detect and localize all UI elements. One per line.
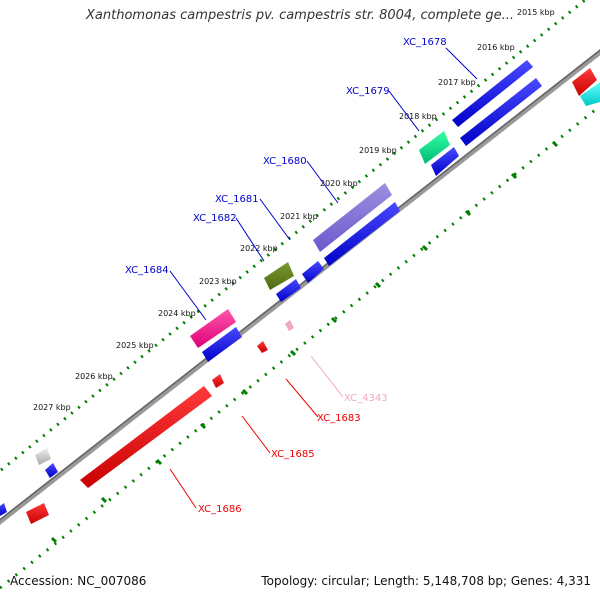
tick-2017: 2017 kbp bbox=[438, 78, 476, 87]
gene-XC_1679[interactable] bbox=[419, 131, 450, 164]
label-XC_1680[interactable]: XC_1680 bbox=[263, 156, 307, 167]
gene-XC_1679-b[interactable] bbox=[431, 147, 459, 176]
genome-title: Xanthomonas campestris pv. campestris st… bbox=[86, 8, 514, 23]
tick-2020: 2020 kbp bbox=[320, 179, 358, 188]
label-XC_1683[interactable]: XC_1683 bbox=[317, 413, 361, 424]
tick-labels: 2015 kbp 2016 kbp 2017 kbp 2018 kbp 2019… bbox=[33, 8, 555, 412]
gene-XC_1678-upper[interactable] bbox=[452, 60, 533, 127]
label-XC_1686[interactable]: XC_1686 bbox=[198, 504, 242, 515]
label-XC_1682[interactable]: XC_1682 bbox=[193, 213, 237, 224]
tick-2026: 2026 kbp bbox=[75, 372, 113, 381]
tick-2018: 2018 kbp bbox=[399, 112, 437, 121]
gene-edge-blue[interactable] bbox=[0, 503, 7, 516]
reverse-genes bbox=[26, 320, 294, 524]
gene-XC_1685[interactable] bbox=[212, 374, 224, 388]
gene-XC_1682-b[interactable] bbox=[276, 279, 301, 302]
tick-2016: 2016 kbp bbox=[477, 43, 515, 52]
tick-2023: 2023 kbp bbox=[199, 277, 237, 286]
gene-gray-small[interactable] bbox=[35, 448, 51, 465]
label-XC_1678[interactable]: XC_1678 bbox=[403, 37, 447, 48]
gene-XC_1686[interactable] bbox=[80, 386, 212, 488]
inner-major-ticks bbox=[50, 140, 559, 544]
outer-tick-track bbox=[0, 0, 586, 473]
gene-XC_1682[interactable] bbox=[264, 262, 294, 290]
backbone-highlight bbox=[0, 49, 600, 521]
gene-red-edge[interactable] bbox=[26, 503, 49, 524]
topology-summary: Topology: circular; Length: 5,148,708 bp… bbox=[261, 574, 591, 588]
gene-XC_1681[interactable] bbox=[302, 261, 324, 283]
gene-XC_4343[interactable] bbox=[285, 320, 294, 331]
accession-text: Accession: NC_007086 bbox=[10, 574, 147, 588]
callout-lines bbox=[169, 47, 478, 509]
tick-2022: 2022 kbp bbox=[240, 244, 278, 253]
tick-2027: 2027 kbp bbox=[33, 403, 71, 412]
gene-XC_1680-b[interactable] bbox=[324, 202, 400, 266]
tick-2025: 2025 kbp bbox=[116, 341, 154, 350]
gene-edge-red[interactable] bbox=[572, 68, 597, 96]
tick-2024: 2024 kbp bbox=[158, 309, 196, 318]
forward-genes bbox=[0, 60, 600, 516]
tick-2021: 2021 kbp bbox=[280, 212, 318, 221]
label-XC_1681[interactable]: XC_1681 bbox=[215, 194, 259, 205]
gene-XC_1683[interactable] bbox=[257, 341, 268, 353]
gene-blue-small[interactable] bbox=[45, 463, 58, 478]
gene-XC_1684-b[interactable] bbox=[202, 327, 242, 362]
label-XC_1685[interactable]: XC_1685 bbox=[271, 449, 315, 460]
inner-tick-track bbox=[0, 104, 600, 590]
label-XC_1684[interactable]: XC_1684 bbox=[125, 265, 169, 276]
tick-2019: 2019 kbp bbox=[359, 146, 397, 155]
label-XC_4343[interactable]: XC_4343 bbox=[344, 393, 388, 404]
label-XC_1679[interactable]: XC_1679 bbox=[346, 86, 390, 97]
gene-XC_1680[interactable] bbox=[313, 183, 392, 252]
gene-XC_1684[interactable] bbox=[190, 309, 236, 348]
gene-edge-cyan[interactable] bbox=[580, 82, 600, 106]
tick-2015: 2015 kbp bbox=[517, 8, 555, 17]
gene-labels: XC_1678 XC_1679 XC_1680 XC_1681 XC_1682 … bbox=[125, 37, 447, 515]
gene-XC_1678-lower[interactable] bbox=[460, 78, 542, 146]
